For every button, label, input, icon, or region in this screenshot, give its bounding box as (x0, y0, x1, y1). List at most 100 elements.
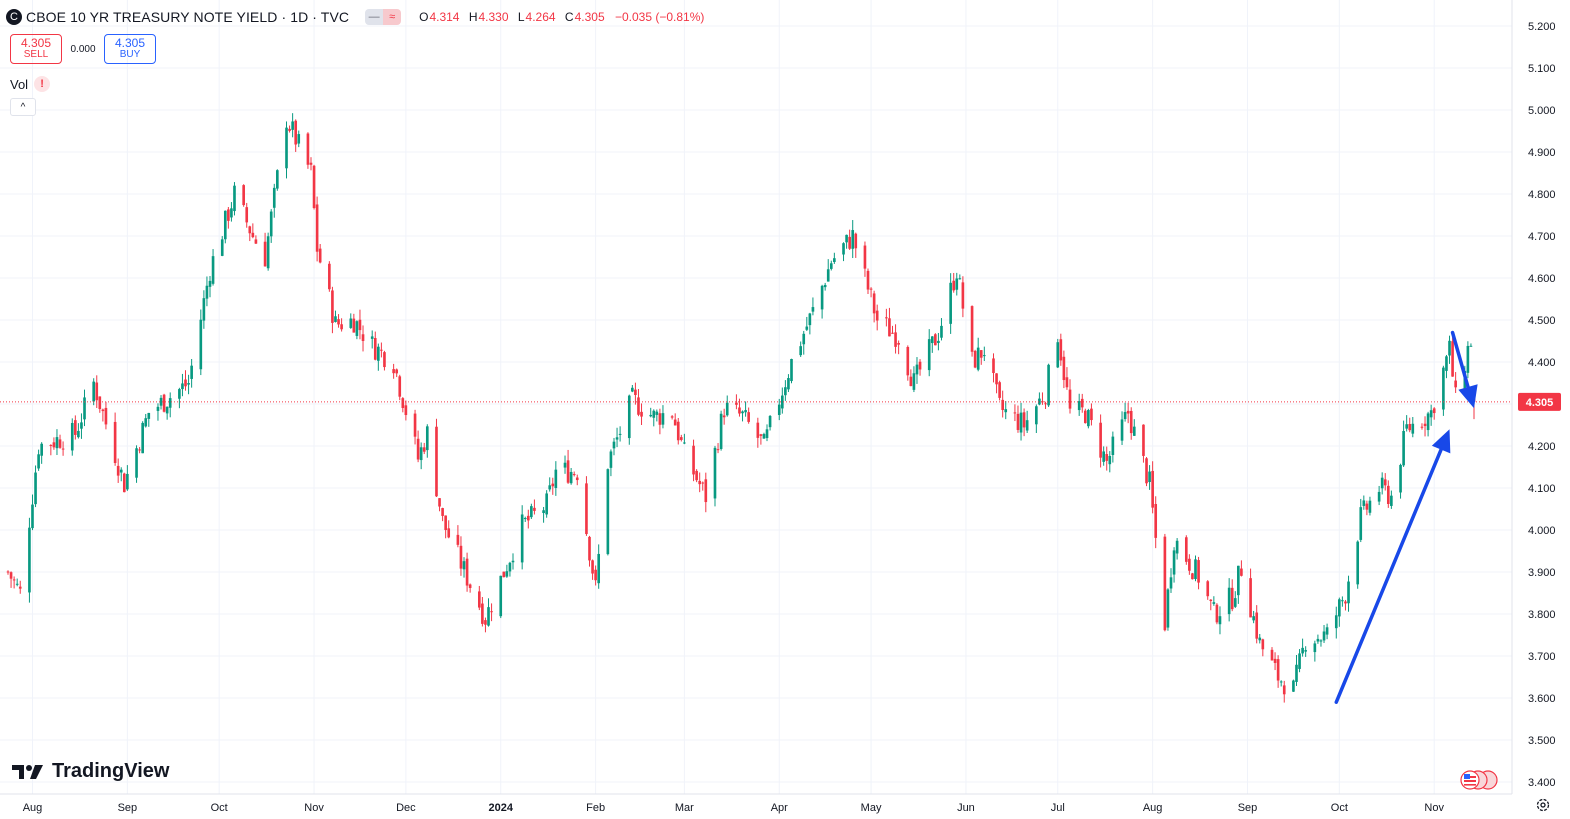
candle-body (444, 515, 447, 531)
candle-body (1295, 664, 1298, 682)
time-tick-label: May (861, 802, 882, 814)
last-price-label: 4.305 (1526, 397, 1554, 409)
candle-body (1172, 550, 1176, 575)
time-tick-label: Jun (957, 802, 975, 814)
candle-body (31, 504, 34, 529)
candle-body (851, 230, 855, 249)
minimize-icon[interactable]: — (365, 9, 384, 25)
header-toggle-group[interactable]: — ≈ (365, 9, 402, 25)
time-tick-label: Mar (675, 802, 694, 814)
candle-body (569, 471, 573, 484)
candle-body (1276, 659, 1280, 681)
trend-up-arrow (1334, 429, 1451, 704)
candle-body (220, 239, 224, 256)
candle-body (888, 318, 891, 337)
warning-icon[interactable]: ! (34, 76, 51, 92)
candle-body (1151, 470, 1154, 508)
candle-body (1019, 412, 1023, 433)
candle-body (441, 508, 444, 516)
candle-body (83, 397, 86, 420)
economic-events-icon[interactable] (1460, 770, 1500, 790)
candle-body (288, 128, 291, 131)
candle-body (233, 185, 236, 212)
candle-body (863, 245, 867, 269)
time-tick-label: Aug (23, 802, 43, 814)
candle-body (315, 204, 319, 252)
volume-legend[interactable]: Vol ! (10, 76, 51, 92)
time-tick-label: Sep (1238, 802, 1258, 814)
chart-grid (0, 0, 1512, 794)
candle-body (530, 506, 533, 518)
candle-body (1087, 410, 1090, 427)
collapse-legend-button[interactable]: ^ (10, 98, 36, 116)
candle-body (955, 278, 959, 290)
candle-body (1301, 647, 1304, 654)
time-axis[interactable]: Aug Sep Oct Nov Dec 2024 Feb Mar Apr May Jun Jul Aug… (0, 793, 1512, 814)
candle-body (784, 387, 787, 396)
price-tick-label: 3.500 (1528, 735, 1556, 747)
candle-body (976, 347, 980, 370)
candle-body (1108, 455, 1112, 465)
candle-body (854, 233, 858, 249)
last-price-badge[interactable] (1518, 392, 1561, 411)
candle-body (211, 256, 215, 284)
candle-body (98, 396, 102, 410)
candle-body (894, 332, 897, 347)
candle-body (398, 376, 402, 397)
candle-body (1090, 408, 1093, 421)
candle-body (395, 369, 399, 374)
gear-icon[interactable] (1535, 797, 1551, 813)
candle-body (930, 336, 934, 344)
candle-body (652, 410, 656, 418)
candle-body (1169, 577, 1173, 589)
candle-body (637, 397, 640, 415)
symbol-title[interactable]: CBOE 10 YR TREASURY NOTE YIELD · 1D · TV… (26, 9, 350, 25)
candle-body (404, 405, 408, 416)
candle-body (1237, 565, 1240, 596)
candle-body (28, 527, 31, 593)
candle-body (891, 332, 894, 334)
buy-button[interactable]: 4.305 BUY (104, 34, 156, 64)
candle-body (478, 591, 481, 608)
candle-body (658, 413, 662, 425)
candle-body (502, 571, 506, 578)
candle-body (1077, 401, 1081, 411)
candle-body (1041, 401, 1044, 403)
candle-body (147, 412, 151, 419)
candle-body (722, 415, 726, 418)
candle-body (223, 210, 227, 240)
candle-body (790, 358, 793, 382)
candle-body (842, 243, 845, 255)
candle-body (208, 280, 212, 287)
candle-body (952, 280, 956, 291)
candle-body (545, 493, 548, 515)
candle-body (1249, 578, 1252, 618)
candle-body (1142, 424, 1145, 456)
candle-body (1405, 424, 1408, 429)
candle-body (725, 402, 729, 416)
candle-body (1212, 602, 1216, 604)
candle-body (1191, 573, 1194, 580)
candle-body (447, 528, 451, 538)
price-tick-label: 5.000 (1528, 105, 1556, 117)
candle-body (915, 364, 919, 375)
candle-body (162, 394, 166, 412)
candle-body (1022, 412, 1026, 428)
candle-body (1445, 356, 1448, 371)
candle-body (456, 534, 460, 545)
spread-value: 0.000 (70, 43, 96, 55)
candle-body (934, 334, 937, 346)
sell-button[interactable]: 4.305 SELL (10, 34, 62, 64)
price-axis[interactable]: 5.200 5.100 5.000 4.900 4.800 4.700 4.600 4.500… (1511, 0, 1556, 794)
approx-icon[interactable]: ≈ (383, 9, 402, 25)
candle-body (1377, 491, 1381, 502)
candle-body (52, 442, 56, 448)
candle-body (508, 562, 512, 572)
candle-body (1448, 340, 1451, 356)
candle-body (533, 507, 536, 511)
candle-body (1059, 339, 1063, 361)
candle-body (918, 361, 922, 370)
candle-body (1148, 471, 1151, 483)
candle-body (251, 232, 255, 238)
